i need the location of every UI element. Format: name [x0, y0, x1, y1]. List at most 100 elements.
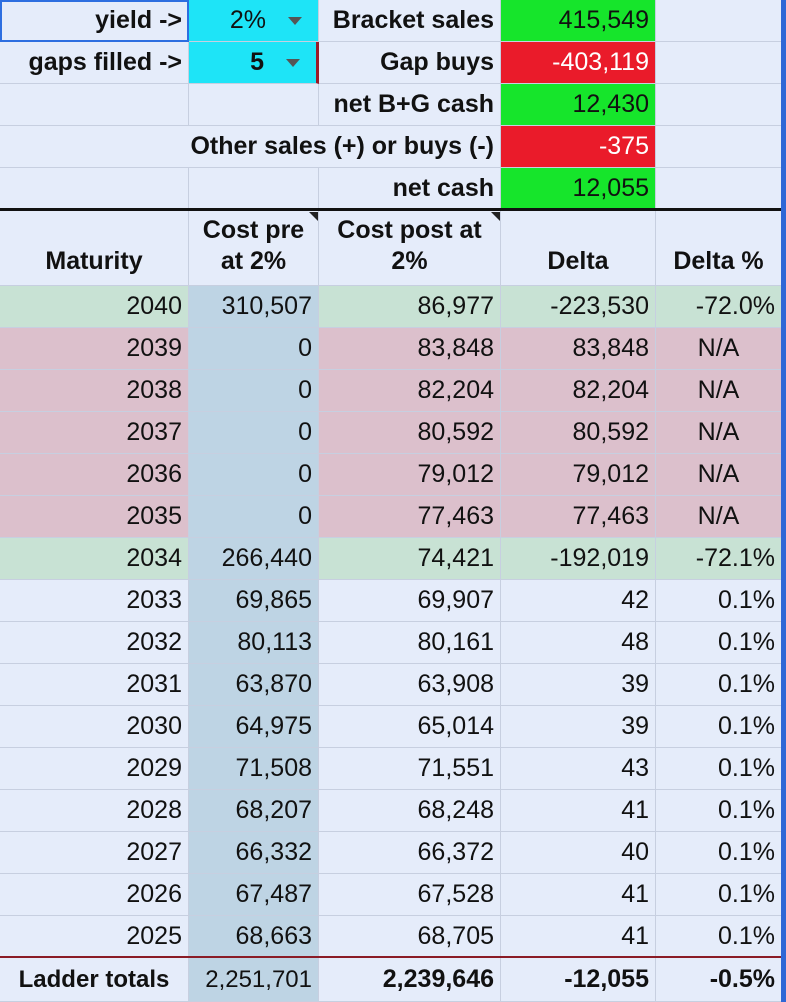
totals-cost-post[interactable]: 2,239,646	[319, 958, 501, 1002]
delta-cell[interactable]: 40	[501, 832, 656, 874]
maturity-cell[interactable]: 2039	[0, 328, 189, 370]
empty-cell[interactable]	[656, 168, 782, 209]
cost-post-cell[interactable]: 71,551	[319, 748, 501, 790]
cost-pre-cell[interactable]: 0	[189, 454, 319, 496]
yield-dropdown[interactable]: 2%	[189, 0, 319, 42]
delta-cell[interactable]: 77,463	[501, 496, 656, 538]
cost-post-cell[interactable]: 68,705	[319, 916, 501, 958]
delta-cell[interactable]: 39	[501, 706, 656, 748]
cost-post-cell[interactable]: 74,421	[319, 538, 501, 580]
delta-cell[interactable]: -192,019	[501, 538, 656, 580]
cost-pre-cell[interactable]: 80,113	[189, 622, 319, 664]
empty-cell[interactable]	[656, 0, 782, 42]
empty-cell[interactable]	[189, 84, 319, 126]
empty-cell[interactable]	[189, 168, 319, 209]
cost-pre-cell[interactable]: 0	[189, 412, 319, 454]
delta-pct-cell[interactable]: 0.1%	[656, 580, 782, 622]
header-delta-pct[interactable]: Delta %	[656, 211, 782, 286]
cost-pre-cell[interactable]: 69,865	[189, 580, 319, 622]
empty-cell[interactable]	[656, 126, 782, 168]
delta-cell[interactable]: 41	[501, 874, 656, 916]
cost-pre-cell[interactable]: 0	[189, 496, 319, 538]
cost-post-cell[interactable]: 79,012	[319, 454, 501, 496]
delta-pct-cell[interactable]: 0.1%	[656, 622, 782, 664]
header-cost-post[interactable]: Cost post at 2%	[319, 211, 501, 286]
delta-pct-cell[interactable]: N/A	[656, 328, 782, 370]
maturity-cell[interactable]: 2027	[0, 832, 189, 874]
maturity-cell[interactable]: 2025	[0, 916, 189, 958]
cost-pre-cell[interactable]: 63,870	[189, 664, 319, 706]
cost-pre-cell[interactable]: 266,440	[189, 538, 319, 580]
selection-edge-scrollbar[interactable]	[781, 0, 786, 1002]
other-sales-value[interactable]: -375	[501, 126, 656, 168]
delta-cell[interactable]: 42	[501, 580, 656, 622]
delta-pct-cell[interactable]: 0.1%	[656, 748, 782, 790]
delta-cell[interactable]: 83,848	[501, 328, 656, 370]
maturity-cell[interactable]: 2037	[0, 412, 189, 454]
delta-cell[interactable]: 43	[501, 748, 656, 790]
totals-delta[interactable]: -12,055	[501, 958, 656, 1002]
maturity-cell[interactable]: 2038	[0, 370, 189, 412]
bracket-sales-value[interactable]: 415,549	[501, 0, 656, 42]
delta-pct-cell[interactable]: 0.1%	[656, 916, 782, 958]
cost-pre-cell[interactable]: 66,332	[189, 832, 319, 874]
cost-post-cell[interactable]: 82,204	[319, 370, 501, 412]
delta-pct-cell[interactable]: 0.1%	[656, 790, 782, 832]
header-delta[interactable]: Delta	[501, 211, 656, 286]
cost-post-cell[interactable]: 69,907	[319, 580, 501, 622]
maturity-cell[interactable]: 2029	[0, 748, 189, 790]
cost-post-cell[interactable]: 83,848	[319, 328, 501, 370]
net-bg-cash-label[interactable]: net B+G cash	[319, 84, 501, 126]
maturity-cell[interactable]: 2035	[0, 496, 189, 538]
gap-buys-value[interactable]: -403,119	[501, 42, 656, 84]
cost-post-cell[interactable]: 66,372	[319, 832, 501, 874]
net-cash-value[interactable]: 12,055	[501, 168, 656, 209]
maturity-cell[interactable]: 2033	[0, 580, 189, 622]
delta-cell[interactable]: 82,204	[501, 370, 656, 412]
delta-cell[interactable]: 79,012	[501, 454, 656, 496]
cost-post-cell[interactable]: 80,592	[319, 412, 501, 454]
cost-pre-cell[interactable]: 68,207	[189, 790, 319, 832]
cost-post-cell[interactable]: 86,977	[319, 286, 501, 328]
maturity-cell[interactable]: 2034	[0, 538, 189, 580]
cost-pre-cell[interactable]: 0	[189, 328, 319, 370]
maturity-cell[interactable]: 2031	[0, 664, 189, 706]
delta-cell[interactable]: 39	[501, 664, 656, 706]
cost-post-cell[interactable]: 63,908	[319, 664, 501, 706]
cost-pre-cell[interactable]: 64,975	[189, 706, 319, 748]
empty-cell[interactable]	[0, 168, 189, 209]
cost-post-cell[interactable]: 65,014	[319, 706, 501, 748]
delta-cell[interactable]: 41	[501, 916, 656, 958]
bracket-sales-label[interactable]: Bracket sales	[319, 0, 501, 42]
cost-pre-cell[interactable]: 71,508	[189, 748, 319, 790]
delta-pct-cell[interactable]: 0.1%	[656, 664, 782, 706]
maturity-cell[interactable]: 2028	[0, 790, 189, 832]
header-cost-pre[interactable]: Cost pre at 2%	[189, 211, 319, 286]
cost-pre-cell[interactable]: 0	[189, 370, 319, 412]
gaps-filled-label[interactable]: gaps filled ->	[0, 42, 189, 84]
maturity-cell[interactable]: 2040	[0, 286, 189, 328]
empty-cell[interactable]	[656, 84, 782, 126]
cost-pre-cell[interactable]: 68,663	[189, 916, 319, 958]
delta-pct-cell[interactable]: N/A	[656, 412, 782, 454]
chevron-down-icon[interactable]	[286, 58, 300, 67]
cost-pre-cell[interactable]: 67,487	[189, 874, 319, 916]
net-bg-cash-value[interactable]: 12,430	[501, 84, 656, 126]
delta-pct-cell[interactable]: 0.1%	[656, 874, 782, 916]
totals-cost-pre[interactable]: 2,251,701	[189, 958, 319, 1002]
delta-pct-cell[interactable]: -72.0%	[656, 286, 782, 328]
yield-label[interactable]: yield ->	[0, 0, 189, 42]
other-sales-label[interactable]: Other sales (+) or buys (-)	[0, 126, 501, 168]
maturity-cell[interactable]: 2036	[0, 454, 189, 496]
maturity-cell[interactable]: 2032	[0, 622, 189, 664]
maturity-cell[interactable]: 2030	[0, 706, 189, 748]
delta-pct-cell[interactable]: N/A	[656, 454, 782, 496]
totals-delta-pct[interactable]: -0.5%	[656, 958, 782, 1002]
maturity-cell[interactable]: 2026	[0, 874, 189, 916]
gaps-dropdown[interactable]: 5	[189, 42, 319, 84]
chevron-down-icon[interactable]	[288, 16, 302, 25]
delta-pct-cell[interactable]: N/A	[656, 496, 782, 538]
delta-cell[interactable]: 41	[501, 790, 656, 832]
gap-buys-label[interactable]: Gap buys	[319, 42, 501, 84]
header-maturity[interactable]: Maturity	[0, 211, 189, 286]
